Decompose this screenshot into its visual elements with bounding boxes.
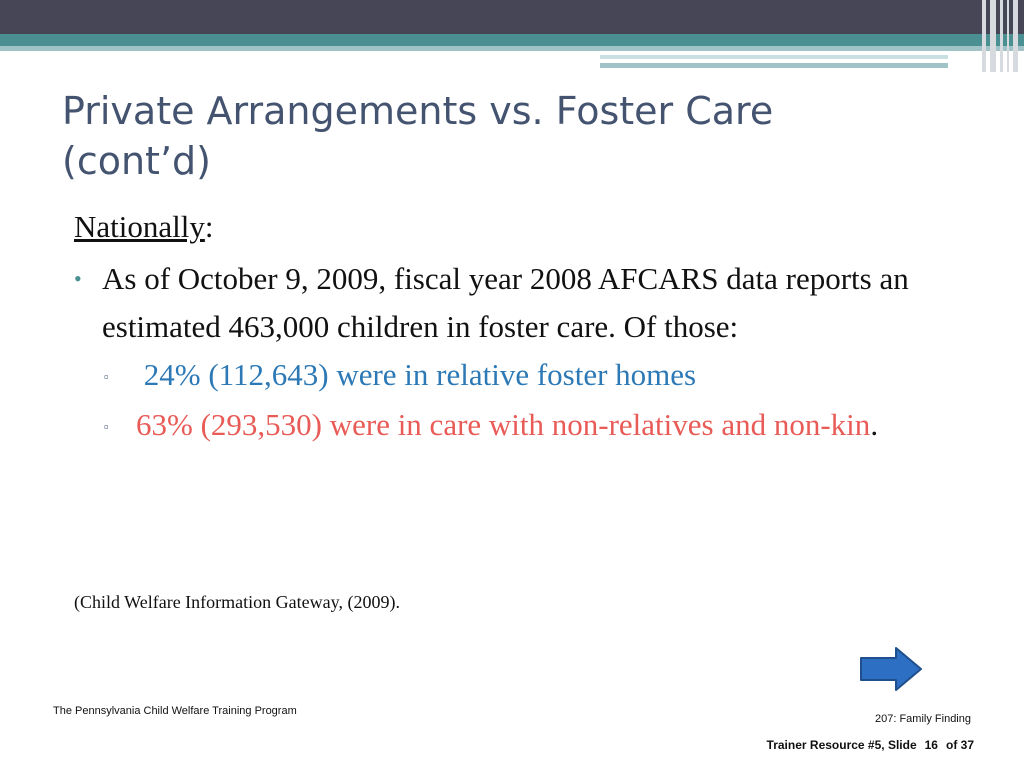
footer-course: 207: Family Finding (875, 713, 971, 725)
header-accent-line (0, 46, 1024, 51)
header-teal-bar (0, 34, 1024, 46)
slide-title: Private Arrangements vs. Foster Care (co… (62, 89, 774, 183)
right-arrow-icon[interactable] (858, 645, 924, 693)
bullet-item: • As of October 9, 2009, fiscal year 200… (74, 255, 974, 351)
sub-bullet-relative: ▫ 24% (112,643) were in relative foster … (104, 351, 974, 401)
header-decoration (980, 0, 1024, 72)
sub-bullet-content: 63% (293,530) were in care with non-rela… (136, 401, 878, 451)
heading-colon: : (204, 209, 214, 244)
citation: (Child Welfare Information Gateway, (200… (74, 592, 400, 612)
slide-number: 16 (924, 738, 938, 752)
bullet-text: As of October 9, 2009, fiscal year 2008 … (102, 261, 909, 344)
square-bullet-icon: ▫ (104, 369, 109, 384)
header-accent-line (600, 55, 948, 59)
sub-bullet-text: 24% (112,643) were in relative foster ho… (136, 357, 697, 392)
section-heading: Nationally: (74, 205, 974, 249)
header-accent-line (600, 63, 948, 68)
sub-bullet-period: . (870, 407, 879, 442)
footer-slide-info: Trainer Resource #5, Slide 16 of 37 (767, 738, 974, 752)
header-dark-bar (0, 0, 1024, 34)
slide-body: Nationally: • As of October 9, 2009, fis… (74, 205, 974, 451)
sub-bullet-nonrelative: ▫ 63% (293,530) were in care with non-re… (104, 401, 974, 451)
footer-organization: The Pennsylvania Child Welfare Training … (53, 705, 297, 717)
square-bullet-icon: ▫ (104, 419, 109, 434)
footer-resource: Trainer Resource #5, Slide (766, 738, 917, 752)
bullet-dot-icon: • (74, 266, 82, 291)
heading-text: Nationally (74, 209, 205, 244)
slide-total: of 37 (945, 738, 974, 752)
sub-bullet-text: 63% (293,530) were in care with non-rela… (136, 407, 871, 442)
